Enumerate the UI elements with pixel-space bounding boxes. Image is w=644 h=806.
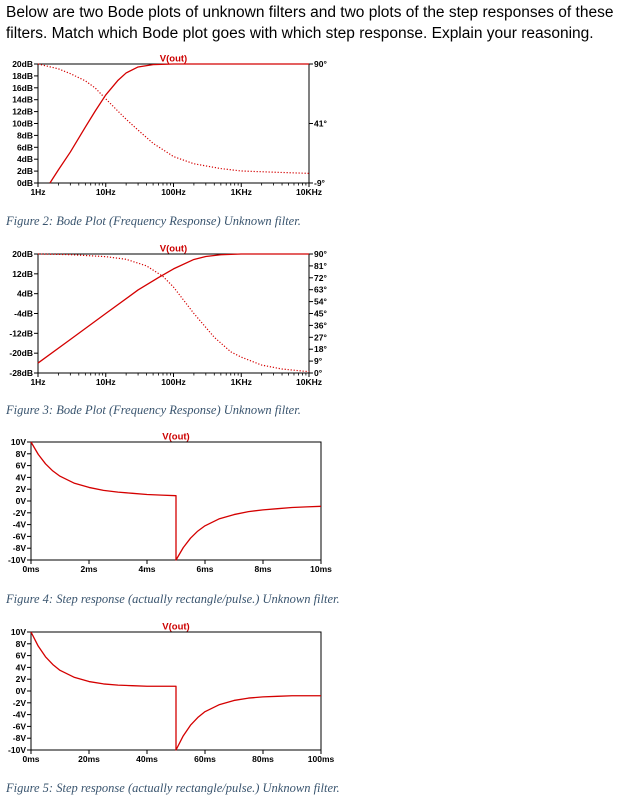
x-tick-label: 1KHz: [231, 187, 252, 197]
y-tick-label: 2V: [16, 484, 27, 494]
x-tick-label: 0ms: [22, 564, 39, 574]
plot-title: V(out): [162, 622, 189, 633]
y2-tick-label: 36°: [314, 320, 327, 330]
plot-frame: [37, 63, 310, 184]
y-tick-label: 4dB: [17, 154, 33, 164]
y-tick-label: 10dB: [12, 119, 33, 129]
x-tick-label: 100Hz: [161, 377, 186, 387]
y2-tick-label: 72°: [314, 273, 327, 283]
y-tick-label: 8dB: [17, 130, 33, 140]
y-tick-label: 20dB: [12, 249, 33, 259]
y-tick-label: 18dB: [12, 71, 33, 81]
y-tick-label: -28dB: [9, 368, 33, 378]
y-tick-label: -10V: [8, 555, 26, 565]
voltage-trace: [37, 253, 309, 364]
y2-tick-label: 90°: [314, 249, 327, 259]
y-tick-label: 4V: [16, 662, 27, 672]
phase-trace: [37, 63, 310, 174]
y-tick-label: -6V: [13, 721, 27, 731]
y-tick-label: -10V: [8, 745, 26, 755]
y-tick-label: 8V: [16, 449, 27, 459]
phase-trace: [37, 253, 310, 373]
y-tick-label: 2V: [16, 674, 27, 684]
voltage-trace: [30, 441, 322, 561]
y-tick-label: 10V: [11, 437, 26, 447]
y2-tick-label: 27°: [314, 332, 327, 342]
y-tick-label: -2V: [13, 698, 27, 708]
y-tick-label: 10V: [11, 627, 26, 637]
y2-tick-label: 90°: [314, 59, 327, 69]
x-tick-label: 1Hz: [30, 377, 45, 387]
x-tick-label: 1Hz: [30, 187, 45, 197]
plot-frame: [37, 253, 310, 374]
caption-figure-3: Figure 3: Bode Plot (Frequency Response)…: [6, 403, 301, 417]
x-tick-label: 100Hz: [161, 187, 186, 197]
y-tick-label: 6V: [16, 651, 27, 661]
y-tick-label: -4V: [13, 520, 27, 530]
plot-title: V(out): [162, 432, 189, 443]
y-tick-label: -4V: [13, 710, 27, 720]
y-tick-label: 8V: [16, 639, 27, 649]
y2-tick-label: 18°: [314, 344, 327, 354]
y-tick-label: -4dB: [14, 309, 33, 319]
x-tick-label: 0ms: [22, 754, 39, 764]
y-tick-label: -2V: [13, 508, 27, 518]
x-tick-label: 10Hz: [96, 377, 116, 387]
y2-tick-label: 63°: [314, 285, 327, 295]
y-tick-label: 20dB: [12, 59, 33, 69]
y-tick-label: 2dB: [17, 166, 33, 176]
y-tick-label: 4dB: [17, 289, 33, 299]
x-tick-label: 80ms: [252, 754, 274, 764]
y-tick-label: 14dB: [12, 95, 33, 105]
bode-plot-figure-3: V(out) 20dB 12dB 4dB -4dB -12dB -20dB -28dB 90° 8…: [9, 244, 327, 388]
y-tick-label: -20dB: [9, 348, 33, 358]
x-tick-label: 2ms: [80, 564, 97, 574]
plot-title: V(out): [160, 54, 187, 65]
caption-figure-5: Figure 5: Step response (actually rectan…: [6, 781, 340, 795]
y-tick-label: 4V: [16, 472, 27, 482]
x-tick-label: 40ms: [136, 754, 158, 764]
x-tick-label: 4ms: [138, 564, 155, 574]
y-tick-label: -6V: [13, 531, 27, 541]
y2-tick-label: 9°: [314, 356, 323, 366]
x-tick-label: 60ms: [194, 754, 216, 764]
x-tick-label: 10ms: [310, 564, 332, 574]
y-tick-label: 6V: [16, 461, 27, 471]
x-tick-label: 10KHz: [296, 377, 322, 387]
y2-tick-label: 0°: [314, 368, 323, 378]
y-tick-label: 12dB: [12, 107, 33, 117]
y-tick-label: 0V: [16, 496, 27, 506]
x-tick-label: 10KHz: [296, 187, 322, 197]
question-text: Below are two Bode plots of unknown filt…: [6, 4, 614, 42]
voltage-trace: [49, 63, 309, 184]
x-tick-label: 6ms: [196, 564, 213, 574]
x-tick-label: 20ms: [78, 754, 100, 764]
y-tick-label: 0dB: [17, 178, 33, 188]
voltage-trace: [30, 631, 321, 751]
y2-tick-label: 45°: [314, 309, 327, 319]
x-tick-label: 8ms: [254, 564, 271, 574]
y2-tick-label: 81°: [314, 261, 327, 271]
y-tick-label: -12dB: [9, 328, 33, 338]
y-tick-label: -8V: [13, 733, 27, 743]
y-tick-label: 6dB: [17, 142, 33, 152]
y-tick-label: 0V: [16, 686, 27, 696]
x-tick-label: 10Hz: [96, 187, 116, 197]
x-tick-label: 100ms: [308, 754, 335, 764]
y2-tick-label: 41°: [314, 119, 327, 129]
y2-tick-label: 54°: [314, 297, 327, 307]
x-tick-label: 1KHz: [231, 377, 252, 387]
y-tick-label: 12dB: [12, 269, 33, 279]
y-tick-label: 16dB: [12, 83, 33, 93]
plot-title: V(out): [160, 244, 187, 255]
y-tick-label: -8V: [13, 543, 27, 553]
caption-figure-4: Figure 4: Step response (actually rectan…: [6, 592, 340, 606]
y2-tick-label: -9°: [314, 178, 326, 188]
caption-figure-2: Figure 2: Bode Plot (Frequency Response)…: [6, 214, 301, 228]
